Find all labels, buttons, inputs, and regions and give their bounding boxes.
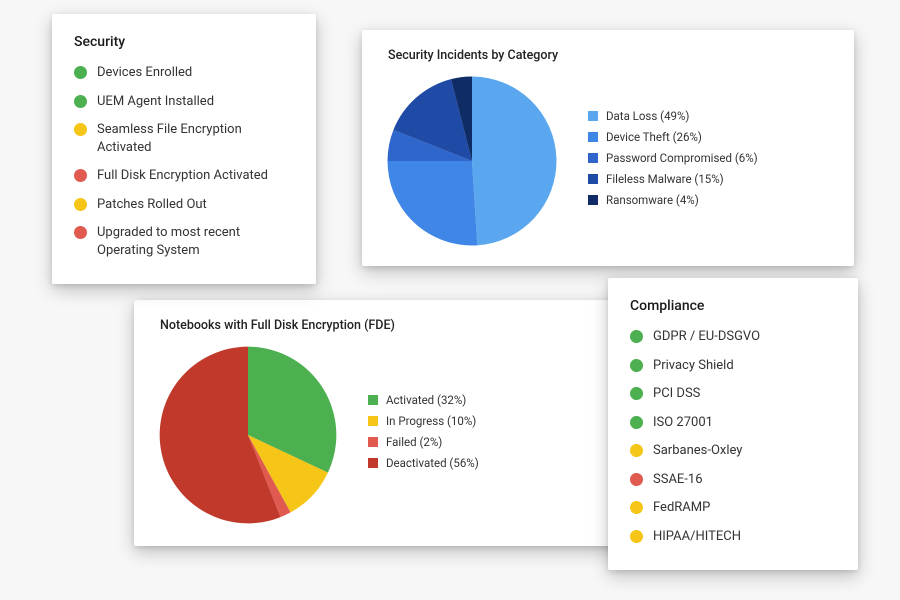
incidents-legend-item: Data Loss (49%) [588,109,758,123]
incidents-legend-label: Device Theft (26%) [606,130,702,144]
compliance-item-label: FedRAMP [653,499,710,517]
status-bullet-icon [74,169,87,182]
incidents-legend-label: Data Loss (49%) [606,109,689,123]
legend-swatch-icon [588,195,598,205]
security-item-label: UEM Agent Installed [97,93,214,111]
compliance-item: ISO 27001 [630,414,836,432]
fde-pie-chart [156,343,340,527]
compliance-item-label: Sarbanes-Oxley [653,442,742,460]
security-status-list: Devices Enrolled UEM Agent Installed Seaml… [74,64,294,259]
legend-swatch-icon [368,458,378,468]
compliance-item-label: PCI DSS [653,385,700,403]
incidents-pie-chart [384,73,560,249]
compliance-card: Compliance GDPR / EU-DSGVO Privacy Shield… [608,278,858,570]
incidents-legend-label: Ransomware (4%) [606,193,699,207]
fde-legend-item: In Progress (10%) [368,414,479,428]
security-item-label: Seamless File Encryption Activated [97,121,294,156]
incidents-chart-legend: Data Loss (49%) Device Theft (26%) Passwor… [588,109,758,214]
security-item-label: Full Disk Encryption Activated [97,167,268,185]
incidents-chart-card: Security Incidents by Category Data Loss… [362,30,854,266]
status-bullet-icon [74,123,87,136]
fde-chart-title: Notebooks with Full Disk Encryption (FDE… [160,318,604,333]
fde-legend-label: In Progress (10%) [386,414,476,428]
legend-swatch-icon [368,395,378,405]
legend-swatch-icon [588,153,598,163]
fde-chart-legend: Activated (32%) In Progress (10%) Failed (… [368,393,479,477]
status-bullet-icon [630,530,643,543]
security-item: Devices Enrolled [74,64,294,82]
compliance-item: PCI DSS [630,385,836,403]
compliance-item: FedRAMP [630,499,836,517]
incidents-chart-title: Security Incidents by Category [388,48,832,63]
security-item: Full Disk Encryption Activated [74,167,294,185]
fde-legend-label: Activated (32%) [386,393,466,407]
compliance-card-title: Compliance [630,298,836,314]
fde-chart-card: Notebooks with Full Disk Encryption (FDE… [134,300,626,546]
incidents-legend-item: Ransomware (4%) [588,193,758,207]
status-bullet-icon [74,198,87,211]
security-item: UEM Agent Installed [74,93,294,111]
status-bullet-icon [630,501,643,514]
compliance-item: GDPR / EU-DSGVO [630,328,836,346]
fde-legend-label: Failed (2%) [386,435,442,449]
compliance-item: HIPAA/HITECH [630,528,836,546]
compliance-status-list: GDPR / EU-DSGVO Privacy Shield PCI DSS ISO … [630,328,836,545]
status-bullet-icon [74,66,87,79]
compliance-item: SSAE-16 [630,471,836,489]
compliance-item-label: ISO 27001 [653,414,713,432]
legend-swatch-icon [588,111,598,121]
compliance-item-label: GDPR / EU-DSGVO [653,328,760,346]
incidents-legend-label: Fileless Malware (15%) [606,172,724,186]
security-card-title: Security [74,34,294,50]
fde-legend-item: Activated (32%) [368,393,479,407]
compliance-item-label: Privacy Shield [653,357,734,375]
status-bullet-icon [630,444,643,457]
legend-swatch-icon [588,174,598,184]
fde-legend-label: Deactivated (56%) [386,456,479,470]
security-item: Upgraded to most recent Operating System [74,224,294,259]
status-bullet-icon [630,359,643,372]
status-bullet-icon [630,473,643,486]
security-status-card: Security Devices Enrolled UEM Agent Insta… [52,14,316,284]
incidents-slice [388,161,478,245]
compliance-item: Sarbanes-Oxley [630,442,836,460]
status-bullet-icon [74,95,87,108]
security-item: Seamless File Encryption Activated [74,121,294,156]
incidents-legend-item: Password Compromised (6%) [588,151,758,165]
legend-swatch-icon [368,437,378,447]
status-bullet-icon [630,330,643,343]
legend-swatch-icon [588,132,598,142]
security-item-label: Patches Rolled Out [97,196,207,214]
security-item-label: Devices Enrolled [97,64,192,82]
incidents-slice [472,77,556,246]
fde-legend-item: Failed (2%) [368,435,479,449]
status-bullet-icon [630,416,643,429]
compliance-item-label: SSAE-16 [653,471,703,489]
legend-swatch-icon [368,416,378,426]
status-bullet-icon [74,226,87,239]
status-bullet-icon [630,387,643,400]
compliance-item: Privacy Shield [630,357,836,375]
security-item-label: Upgraded to most recent Operating System [97,224,294,259]
incidents-legend-item: Fileless Malware (15%) [588,172,758,186]
fde-legend-item: Deactivated (56%) [368,456,479,470]
incidents-legend-item: Device Theft (26%) [588,130,758,144]
security-item: Patches Rolled Out [74,196,294,214]
compliance-item-label: HIPAA/HITECH [653,528,741,546]
incidents-legend-label: Password Compromised (6%) [606,151,758,165]
